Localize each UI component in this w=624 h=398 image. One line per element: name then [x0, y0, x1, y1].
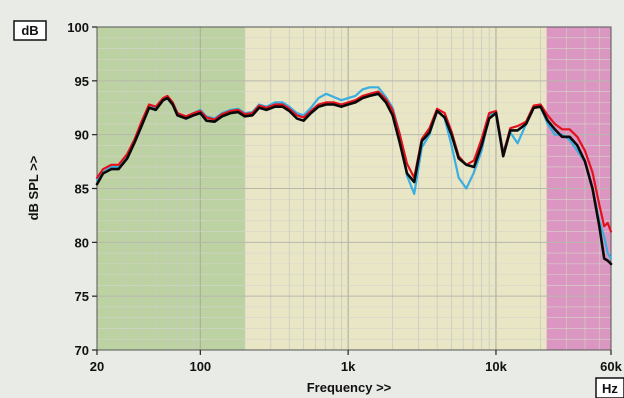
y-tick-label: 85 — [75, 182, 89, 197]
y-unit-badge: dB — [13, 20, 47, 41]
y-axis-title: dB SPL >> — [26, 155, 41, 220]
y-tick-label: 80 — [75, 235, 89, 250]
y-tick-label: 95 — [75, 74, 89, 89]
grid-lines — [96, 26, 612, 351]
x-tick-label: 10k — [485, 359, 507, 374]
series-line-2 — [95, 92, 613, 266]
x-tick-label: 60k — [600, 359, 622, 374]
x-tick-label: 1k — [341, 359, 356, 374]
y-tick-label: 90 — [75, 128, 89, 143]
y-tick-label: 70 — [75, 343, 89, 358]
x-axis-title: Frequency >> — [307, 380, 392, 395]
y-tick-label: 100 — [67, 20, 89, 35]
x-tick-label: 100 — [189, 359, 211, 374]
y-axis-ticks: 100 95 90 85 80 75 70 — [67, 20, 97, 358]
x-axis-ticks: 20 100 1k 10k 60k — [90, 350, 623, 374]
series-group — [95, 86, 613, 266]
y-unit-label: dB — [21, 23, 38, 38]
x-unit-badge: Hz — [595, 377, 624, 398]
y-tick-label: 75 — [75, 289, 89, 304]
x-unit-label: Hz — [602, 381, 618, 396]
x-tick-label: 20 — [90, 359, 104, 374]
